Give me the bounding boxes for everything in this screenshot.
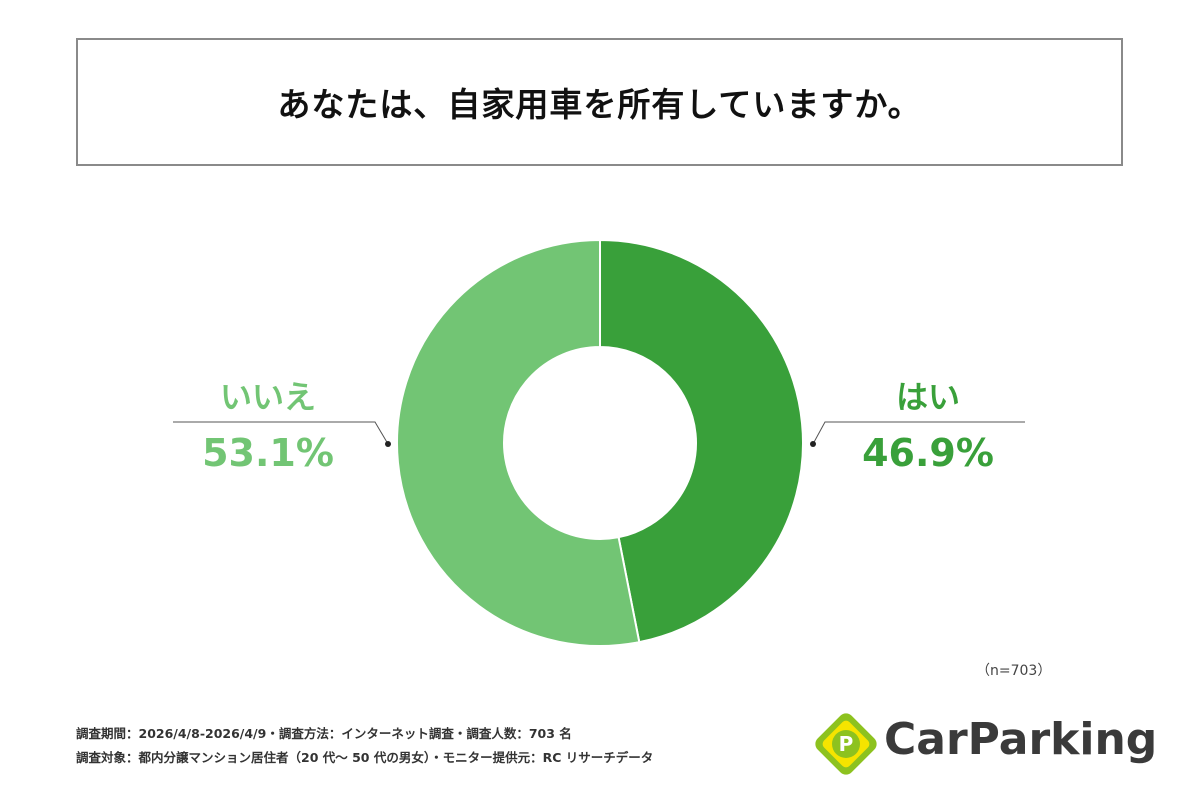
leader-dot-0 [810,441,816,447]
donut-slice-0 [599,238,804,644]
leader-line-0 [812,421,1025,445]
slice-label-1: いいえ [220,378,316,416]
chart-title: あなたは、自家用車を所有していますか。 [277,85,922,124]
leader-line-1 [173,421,389,445]
sample-size: （n=703） [976,663,1052,679]
logo-mark-letter: P [839,732,854,756]
parking-logo-icon: P [815,713,877,775]
slice-value-0: 46.9% [862,431,994,475]
logo-text: CarParking [884,714,1158,765]
donut-slice-1 [396,238,641,647]
footer-survey-info: 調査期間：2026/4/8-2026/4/9・調査方法：インターネット調査・調査… [76,726,572,741]
footer-survey-target: 調査対象：都内分譲マンション居住者（20 代〜 50 代の男女）・モニター提供元… [76,750,654,765]
slice-value-1: 53.1% [202,431,334,475]
slice-label-0: はい [896,378,960,416]
carparking-logo: P CarParking [808,706,1157,782]
leader-dot-1 [385,441,391,447]
title-box: あなたは、自家用車を所有していますか。 [76,38,1123,166]
